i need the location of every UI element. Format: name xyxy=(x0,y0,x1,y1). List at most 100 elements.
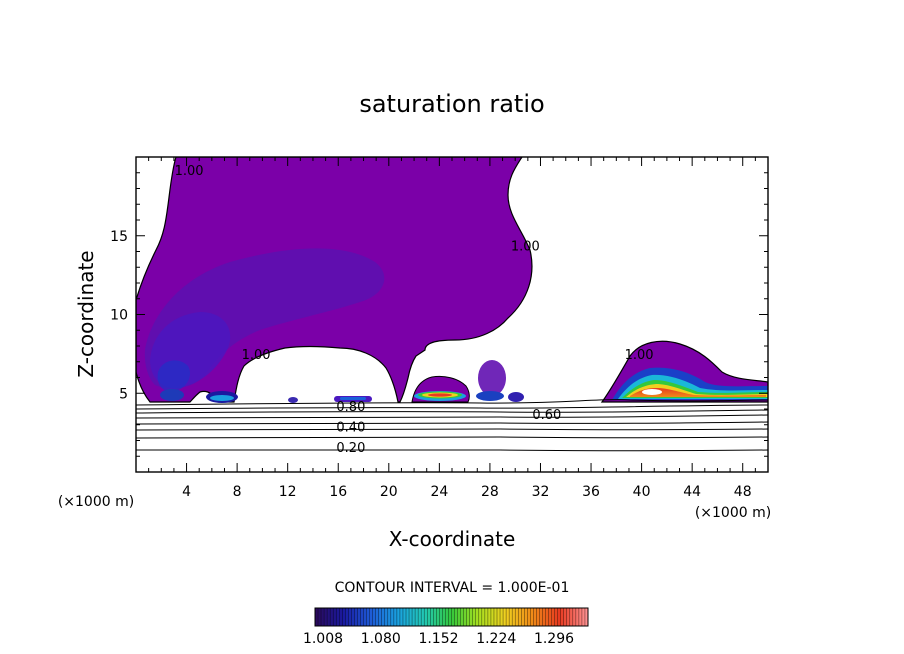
colorbar-swatch xyxy=(348,608,352,626)
colorbar-swatch xyxy=(378,608,383,626)
low-patch-12 xyxy=(288,397,298,403)
colorbar-swatch xyxy=(578,608,583,626)
colorbar-swatch xyxy=(572,608,577,626)
contour-label: 1.00 xyxy=(511,239,540,254)
colorbar-swatch xyxy=(463,608,467,626)
contour-label: 0.60 xyxy=(532,408,561,423)
colorbar-swatch xyxy=(412,608,416,626)
colorbar-swatch xyxy=(351,608,355,626)
contour-line-0-80 xyxy=(135,404,769,410)
contour-labels: 1.00 1.00 1.00 1.00 0.80 0.60 0.40 0.20 xyxy=(175,164,654,456)
colorbar-swatch xyxy=(536,608,540,626)
colorbar-swatch xyxy=(372,608,376,626)
colorbar-swatch xyxy=(324,608,328,626)
colorbar-swatch xyxy=(457,608,461,626)
colorbar-swatch xyxy=(478,608,483,626)
colorbar-swatch xyxy=(318,608,322,626)
colorbar-swatch xyxy=(542,608,546,626)
colorbar-swatch xyxy=(560,608,565,626)
y-axis: 5 10 15 xyxy=(110,172,768,457)
y-tick-label: 10 xyxy=(110,308,128,324)
contour-interval-label: CONTOUR INTERVAL = 1.000E-01 xyxy=(335,580,570,596)
colorbar-swatch xyxy=(521,608,525,626)
colorbar-swatch xyxy=(345,608,349,626)
colorbar-swatch xyxy=(466,608,470,626)
x-tick-label: 4 xyxy=(182,484,191,500)
colorbar-swatch xyxy=(451,608,455,626)
colorbar-swatch xyxy=(375,608,379,626)
contour-label: 0.40 xyxy=(336,420,365,435)
colorbar-swatch xyxy=(548,608,552,626)
low-patch-2 xyxy=(160,389,184,401)
colorbar-swatch xyxy=(339,608,343,626)
colorbar-swatch xyxy=(396,608,401,626)
colorbar-swatch xyxy=(433,608,437,626)
colorbar-swatch xyxy=(384,608,389,626)
colorbar-swatch xyxy=(354,608,358,626)
colorbar-swatch xyxy=(415,608,419,626)
colorbar-swatch xyxy=(527,608,531,626)
colorbar-tick-label: 1.224 xyxy=(476,631,516,647)
contour-line-0-60 xyxy=(135,414,769,419)
colorbar-swatch xyxy=(524,608,528,626)
x-tick-label: 12 xyxy=(279,484,297,500)
colorbar-swatch xyxy=(563,608,568,626)
colorbar-swatch xyxy=(490,608,495,626)
right-cloud-peak xyxy=(642,389,662,395)
colorbar-swatch xyxy=(393,608,398,626)
x-unit-label-right: (×1000 m) xyxy=(695,505,771,521)
colorbar-swatch xyxy=(581,608,586,626)
contour-line-0-50 xyxy=(135,421,769,425)
colorbar-swatch xyxy=(442,608,446,626)
supersaturation-blob-low xyxy=(157,360,191,392)
x-tick-label: 44 xyxy=(683,484,701,500)
colorbar-swatch xyxy=(500,608,504,626)
colorbar-swatch xyxy=(530,608,534,626)
colorbar-tick-label: 1.152 xyxy=(418,631,458,647)
colorbar-swatch xyxy=(406,608,410,626)
low-patch-17-core xyxy=(340,397,366,400)
colorbar-tick-label: 1.080 xyxy=(361,631,401,647)
x-unit-label-left: (×1000 m) xyxy=(58,494,134,510)
colorbar-swatch xyxy=(399,608,404,626)
contour-lines xyxy=(135,399,769,452)
colorbar-tick-label: 1.008 xyxy=(303,631,343,647)
x-tick-label: 40 xyxy=(633,484,651,500)
colorbar-swatch xyxy=(387,608,392,626)
colorbar-swatch xyxy=(554,608,558,626)
low-patch-6-inner xyxy=(210,395,234,401)
contour-line-0-40 xyxy=(135,428,769,431)
colorbar-swatch xyxy=(539,608,543,626)
colorbar-swatch xyxy=(418,608,422,626)
colorbar-tick-label: 1.296 xyxy=(534,631,574,647)
colorbar-swatch xyxy=(509,608,513,626)
colorbar-swatch xyxy=(497,608,501,626)
low-patch-30 xyxy=(508,392,524,402)
colorbar-swatch xyxy=(551,608,555,626)
low-patch-28-base xyxy=(476,391,504,401)
x-tick-label: 8 xyxy=(233,484,242,500)
colorbar-swatch xyxy=(321,608,325,626)
y-axis-title: Z-coordinate xyxy=(74,250,98,377)
colorbar-frame xyxy=(314,607,589,627)
colorbar-swatch xyxy=(315,608,319,626)
colorbar-swatch xyxy=(330,608,334,626)
colorbar-swatch xyxy=(360,608,364,626)
low-patch-28 xyxy=(478,360,506,396)
colorbar-swatch xyxy=(503,608,507,626)
colorbar-swatch xyxy=(427,608,431,626)
patch-24-red xyxy=(428,393,452,397)
colorbar: 1.008 1.080 1.152 1.224 1.296 xyxy=(303,607,589,647)
colorbar-swatch xyxy=(518,608,522,626)
colorbar-swatch xyxy=(487,608,492,626)
y-tick-label: 5 xyxy=(119,386,128,402)
contour-label: 1.00 xyxy=(175,164,204,179)
x-tick-label: 28 xyxy=(481,484,499,500)
colorbar-swatch xyxy=(430,608,434,626)
colorbar-swatch xyxy=(336,608,340,626)
colorbar-swatch xyxy=(448,608,452,626)
colorbar-swatch xyxy=(460,608,464,626)
x-tick-label: 48 xyxy=(734,484,752,500)
contour-line-0-90 xyxy=(135,399,769,406)
